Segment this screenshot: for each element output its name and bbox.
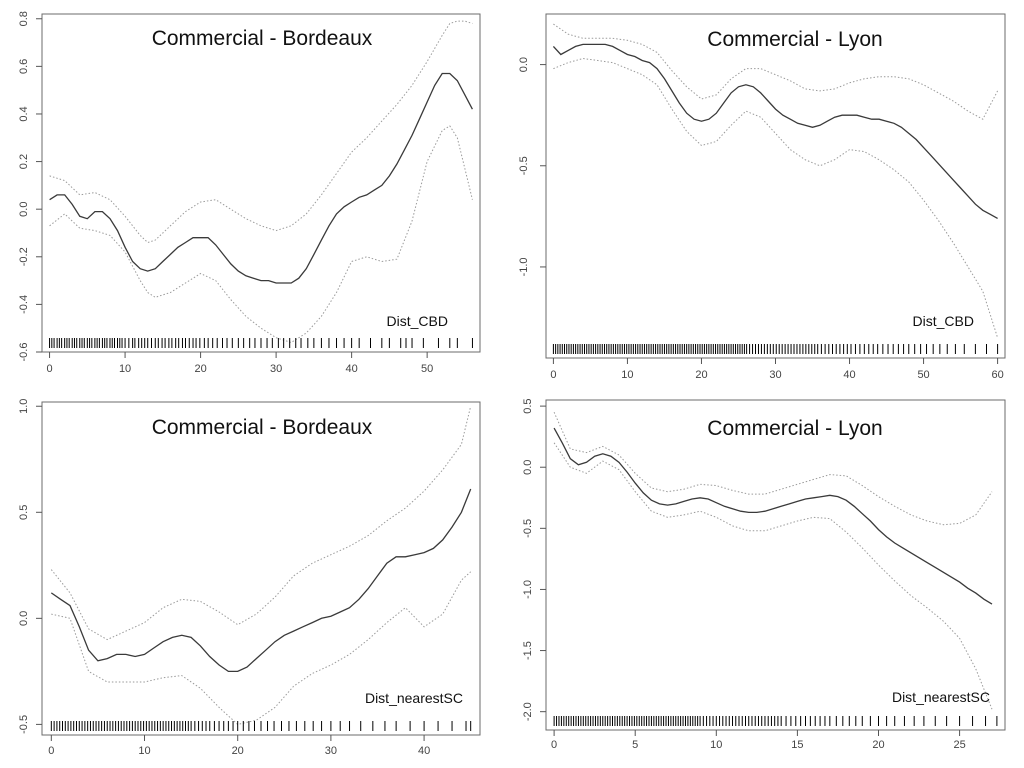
x-tick-label: 0	[550, 369, 556, 381]
y-tick-label: -0.6	[18, 343, 30, 362]
y-tick-label: -0.4	[18, 295, 30, 314]
x-tick-label: 60	[991, 369, 1003, 381]
fit-line	[553, 427, 993, 605]
chart-title: Commercial - Lyon	[707, 417, 882, 440]
x-tick-label: 20	[232, 745, 244, 757]
y-tick-label: -0.2	[18, 247, 30, 266]
x-tick-label: 10	[138, 745, 150, 757]
chart-panel-4: 0 5 10 15 20 25 -2.0 -1.5 -1.0 -0.5 0.0 0.5 Commerci…	[522, 398, 1006, 751]
x-tick-label: 0	[48, 745, 54, 757]
y-tick-label: -1.5	[522, 641, 534, 660]
y-tick-label: 0.6	[18, 59, 30, 74]
x-tick-label: 30	[769, 369, 781, 381]
y-tick-label: -1.0	[522, 580, 534, 599]
confidence-band-upper	[553, 411, 993, 526]
plot-frame	[545, 399, 1006, 731]
x-tick-label: 40	[345, 363, 357, 375]
y-tick-label: 0.0	[18, 202, 30, 217]
plot-frame	[41, 401, 481, 736]
x-tick-label: 0	[46, 363, 52, 375]
x-tick-label: 20	[872, 739, 884, 751]
confidence-band-lower	[51, 571, 472, 725]
x-tick-label: 50	[421, 363, 433, 375]
y-tick-label: 0.2	[18, 154, 30, 169]
y-tick-label: 0.0	[522, 460, 534, 475]
chart-panel-1: 0 10 20 30 40 50 -0.6 -0.4 -0.2 0.0 0.2 0.4 0.6 0.8 Co…	[18, 11, 481, 375]
variable-label: Dist_nearestSC	[892, 689, 990, 705]
confidence-band-upper	[50, 406, 472, 641]
variable-label: Dist_CBD	[913, 313, 974, 329]
chart-title: Commercial - Lyon	[707, 28, 882, 51]
x-tick-label: 5	[632, 739, 638, 751]
x-tick-label: 20	[194, 363, 206, 375]
y-tick-label: 0.4	[18, 106, 30, 121]
plot-frame	[41, 13, 481, 353]
y-tick-label: -0.5	[522, 519, 534, 538]
chart-panel-2: 0 10 20 30 40 50 60 -1.0 -0.5 0.0 Commercial - Lyo…	[518, 13, 1006, 381]
variable-label: Dist_CBD	[387, 313, 448, 329]
x-tick-label: 0	[551, 739, 557, 751]
chart-panel-3: 0 10 20 30 40 -0.5 0.0 0.5 1.0 Commercial - Borde…	[18, 399, 481, 757]
fit-line	[552, 43, 998, 219]
x-tick-label: 40	[843, 369, 855, 381]
y-tick-label: 0.5	[18, 505, 30, 520]
y-tick-label: 1.0	[18, 399, 30, 414]
x-tick-label: 20	[695, 369, 707, 381]
x-tick-label: 10	[119, 363, 131, 375]
x-tick-label: 10	[710, 739, 722, 751]
y-tick-label: 0.0	[518, 57, 530, 72]
y-tick-label: 0.0	[18, 611, 30, 626]
y-tick-label: 0.8	[18, 11, 30, 26]
fit-line	[49, 72, 473, 284]
y-tick-label: -0.5	[18, 715, 30, 734]
chart-title: Commercial - Bordeaux	[152, 416, 373, 439]
chart-title: Commercial - Bordeaux	[152, 27, 373, 50]
x-tick-label: 25	[953, 739, 965, 751]
x-tick-label: 10	[621, 369, 633, 381]
y-tick-label: -0.5	[518, 156, 530, 175]
confidence-band-upper	[49, 20, 473, 244]
rug-plot	[552, 344, 999, 354]
rug-plot	[50, 721, 472, 731]
y-tick-label: -2.0	[522, 702, 534, 721]
fit-line	[50, 488, 472, 673]
confidence-band-lower	[553, 57, 999, 338]
rug-plot	[49, 338, 473, 348]
variable-label: Dist_nearestSC	[365, 690, 463, 706]
confidence-band-lower	[553, 442, 993, 710]
y-tick-label: -1.0	[518, 257, 530, 276]
confidence-band-lower	[49, 125, 473, 344]
confidence-band-upper	[553, 23, 999, 120]
x-tick-label: 50	[917, 369, 929, 381]
x-tick-label: 15	[791, 739, 803, 751]
rug-plot	[553, 716, 998, 726]
x-tick-label: 40	[418, 745, 430, 757]
y-tick-label: 0.5	[522, 398, 534, 413]
x-tick-label: 30	[270, 363, 282, 375]
plot-frame	[545, 13, 1006, 359]
x-tick-label: 30	[325, 745, 337, 757]
